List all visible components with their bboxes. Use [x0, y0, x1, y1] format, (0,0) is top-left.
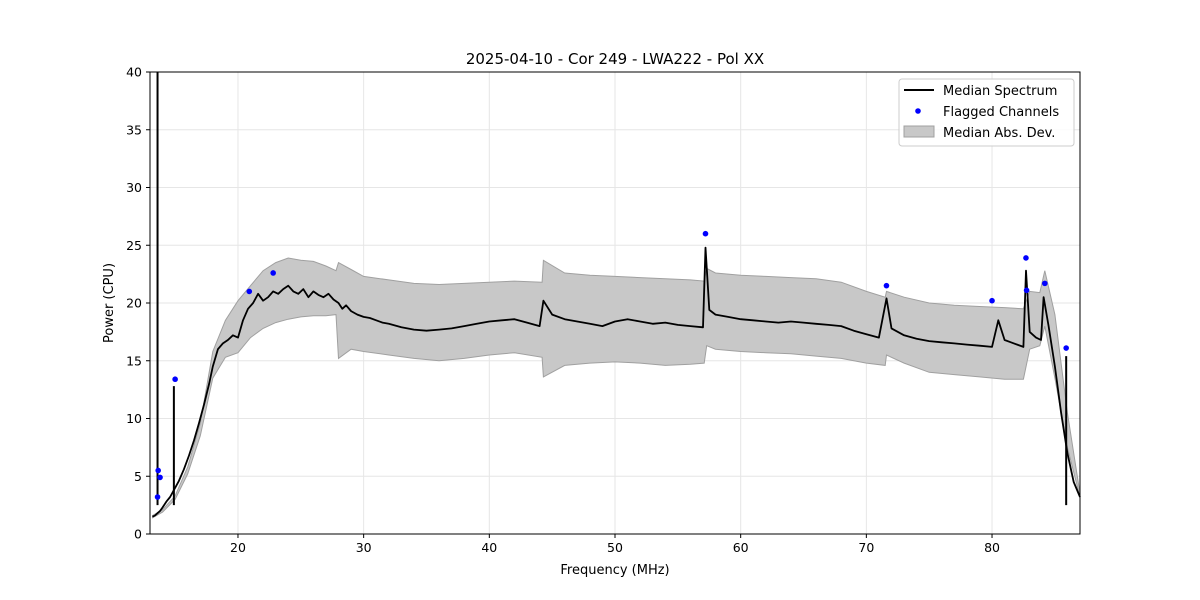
x-tick-label: 30	[356, 540, 372, 555]
legend: Median Spectrum Flagged Channels Median …	[898, 78, 1075, 147]
x-tick-label: 80	[984, 540, 1000, 555]
y-tick-label: 20	[126, 296, 142, 311]
legend-dot-swatch	[915, 108, 921, 114]
flagged-points	[154, 230, 1069, 500]
flagged-point	[270, 270, 276, 276]
y-tick-label: 15	[126, 353, 142, 368]
y-tick-label: 5	[134, 469, 142, 484]
flagged-point	[246, 288, 253, 295]
x-tick-label: 40	[481, 540, 497, 555]
flagged-point	[155, 467, 161, 474]
y-tick-label: 35	[126, 122, 142, 137]
median-spectrum-line	[152, 246, 1081, 518]
mad-band-area	[152, 257, 1081, 519]
y-tick-label: 30	[126, 180, 142, 195]
legend-label-flagged: Flagged Channels	[943, 105, 1059, 120]
x-axis: 20 30 40 50 60 70 80	[230, 534, 1000, 555]
x-axis-label: Frequency (MHz)	[560, 563, 669, 578]
flagged-point	[989, 297, 995, 304]
flagged-point	[1042, 280, 1048, 287]
median-line	[152, 72, 1081, 518]
flagged-point	[702, 230, 709, 237]
flagged-point	[1063, 345, 1069, 351]
flagged-point	[1023, 255, 1029, 261]
mad-band	[152, 257, 1081, 519]
legend-band-swatch	[903, 125, 935, 138]
x-tick-label: 20	[230, 540, 246, 555]
flagged-point	[1023, 287, 1030, 294]
legend-label-mad: Median Abs. Dev.	[943, 126, 1055, 141]
x-tick-label: 50	[607, 540, 623, 555]
flagged-point	[883, 282, 890, 289]
y-tick-label: 25	[126, 238, 142, 253]
flagged-point	[154, 494, 161, 500]
flagged-point	[157, 474, 163, 481]
x-tick-label: 70	[858, 540, 874, 555]
y-tick-label: 10	[126, 411, 142, 426]
y-tick-label: 40	[126, 65, 142, 80]
legend-label-median: Median Spectrum	[943, 84, 1057, 99]
flagged-point	[172, 376, 178, 383]
y-axis: 0 5 10 15 20 25 30 35 40	[126, 65, 150, 542]
chart-title: 2025-04-10 - Cor 249 - LWA222 - Pol XX	[466, 50, 764, 68]
legend-box	[898, 78, 1075, 147]
y-axis-label: Power (CPU)	[102, 263, 117, 343]
x-tick-label: 60	[733, 540, 749, 555]
y-tick-label: 0	[134, 527, 142, 542]
